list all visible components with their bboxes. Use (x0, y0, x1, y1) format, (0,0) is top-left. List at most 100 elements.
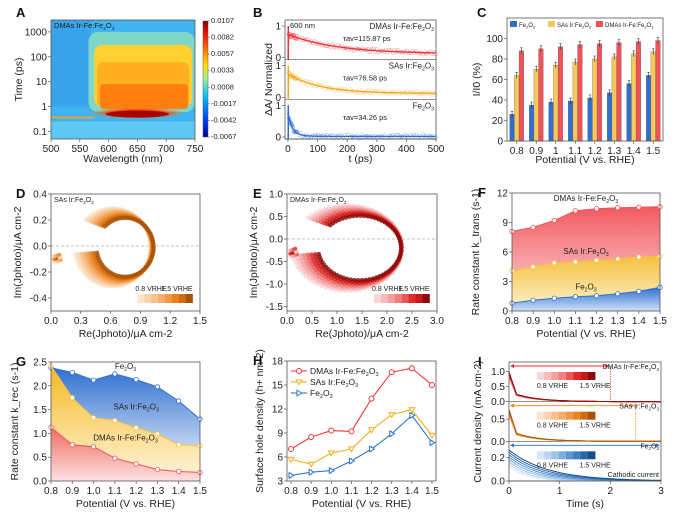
bar-dmas (635, 41, 641, 142)
data-point (297, 268, 303, 273)
data-point (572, 294, 579, 300)
data-point (368, 395, 375, 402)
data-point (615, 256, 621, 262)
y-tick-label: 1 (41, 102, 47, 113)
potential-scale-swatch (573, 411, 581, 420)
data-point (90, 377, 97, 383)
data-point (394, 133, 399, 138)
series-label: SAs Ir:Fe2O3 (563, 247, 608, 258)
transient-curve (508, 371, 661, 403)
series-label: DMAs Ir-Fe:Fe2O3 (603, 364, 660, 372)
x-tick-label: 1.4 (632, 316, 646, 327)
heatmap-peak (105, 110, 170, 118)
data-point (367, 277, 372, 282)
panel-i: DMAs Ir-Fe:Fe2O3 0.8 VRHE 1.5 VRHE 0.0 0.5 1.… (472, 360, 664, 510)
potential-scale-swatch (178, 294, 186, 303)
data-point (307, 461, 315, 468)
data-point (433, 93, 438, 98)
y-tick-label: 40 (492, 96, 504, 107)
data-point (365, 214, 371, 219)
legend-swatch (548, 21, 555, 27)
x-tick-label: 0.9 (304, 486, 318, 497)
data-point (340, 216, 345, 221)
potential-scale-swatch (551, 372, 560, 380)
x-tick-label: 1.3 (150, 486, 164, 497)
data-point (295, 252, 300, 257)
sample-label: SAs Ir:Fe2O3 (54, 197, 94, 205)
data-point (370, 276, 376, 281)
bar-dmas (518, 50, 524, 142)
series-line (50, 365, 201, 447)
wavelength-label: 600 nm (290, 21, 315, 30)
panel-e: DMAs Ir-Fe:Fe2O3 0.0 0.5 1.0 1.5 2.0 2.5 3.0 -1.… (248, 190, 444, 341)
data-point (551, 217, 557, 224)
legend-marker (296, 368, 302, 374)
potential-low-label: 0.8 VRHE (372, 286, 403, 293)
data-point (530, 297, 536, 303)
panel-label-e: E (253, 186, 262, 201)
potential-scale-swatch (536, 411, 545, 420)
data-point (176, 398, 182, 404)
data-point (288, 446, 295, 452)
data-point (295, 257, 300, 262)
legend-label: Fe2O3 (310, 388, 333, 400)
x-tick-label: 2.0 (380, 316, 394, 327)
arrow-head-left (510, 403, 514, 408)
x-axis-label: Potential (V vs. RHE) (76, 498, 175, 510)
panel-label-b: B (253, 5, 262, 20)
x-axis-label: Wavelength (nm) (83, 153, 163, 165)
data-point (348, 457, 356, 465)
arrow-head-right (630, 403, 635, 408)
heatmap-region-early (51, 121, 195, 139)
data-point (288, 471, 295, 480)
panel-c: 0.8 0.9 1 1.1 1.2 1.3 1.4 1.5 0 20 40 60 80 100 Fe2O3 S… (471, 17, 664, 166)
potential-scale-swatch (566, 372, 574, 380)
potential-scale-swatch (144, 294, 152, 303)
data-point (367, 427, 376, 434)
x-tick-label: 1.2 (588, 146, 602, 157)
data-point (300, 271, 306, 276)
potential-scale-swatch (137, 294, 145, 303)
panel-label-i: I (478, 354, 482, 369)
y-tick-label: 0.5 (491, 382, 505, 393)
data-point (154, 431, 161, 437)
bar-sas (572, 61, 578, 142)
x-tick-label: 1.5 (646, 146, 660, 157)
y-tick-label: 12 (497, 189, 509, 200)
potential-low-label: 0.8 VRHE (135, 286, 166, 293)
data-point (615, 291, 621, 297)
data-point (359, 278, 365, 283)
legend-label: Fe2O3 (519, 23, 535, 30)
tau-label: τav=115.87 ps (343, 34, 391, 43)
x-axis-label: Re(Jphoto)/μA cm-2 (79, 328, 173, 340)
y-tick-label: 1.0 (269, 190, 283, 201)
y-axis-label: I/I0 (%) (471, 63, 483, 97)
data-point (388, 369, 395, 376)
x-tick-label: 1.2 (129, 486, 143, 497)
x-tick-label: 0 (285, 144, 291, 155)
y-tick-label: -1.5 (266, 302, 284, 313)
data-point (372, 215, 378, 221)
y-tick-label: 0.0 (33, 242, 47, 253)
y-axis-label: Im(Jphoto)/μA cm-2 (248, 206, 260, 298)
data-point (352, 277, 357, 283)
x-tick-label: 1.2 (590, 316, 604, 327)
y-tick-label: 10 (36, 77, 48, 88)
data-point (298, 264, 304, 269)
data-point (154, 384, 161, 390)
series-label: DMAs Ir-Fe:Fe2O3 (93, 434, 158, 445)
potential-scale-swatch (580, 451, 589, 460)
x-tick-label: 0.9 (526, 316, 540, 327)
colorbar-tick-label: -0.0017 (211, 99, 236, 108)
y-tick-label: 1.5 (33, 405, 47, 416)
potential-scale-swatch (415, 294, 423, 303)
fit-line (287, 33, 436, 58)
y-tick-label: 3 (277, 477, 283, 488)
data-point (345, 276, 350, 282)
x-tick-label: 1.5 (425, 486, 439, 497)
series-line (50, 426, 201, 473)
y-tick-label: 0.2 (33, 216, 47, 227)
x-tick-label: 1.2 (365, 486, 379, 497)
data-point (302, 263, 307, 268)
